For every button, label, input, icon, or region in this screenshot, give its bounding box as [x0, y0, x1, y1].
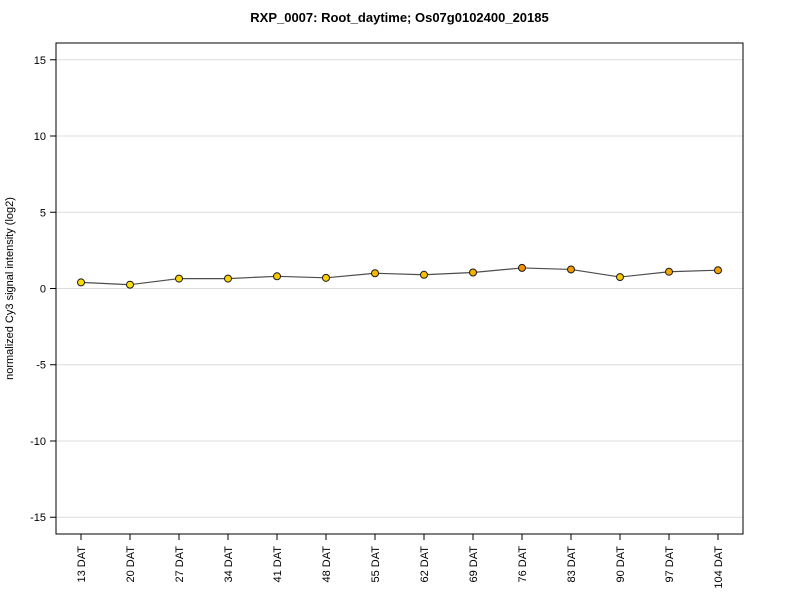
y-tick-label: 5 — [40, 207, 46, 219]
data-point — [77, 278, 85, 287]
data-point — [126, 280, 134, 289]
y-tick-label: -10 — [30, 436, 46, 448]
data-point — [616, 273, 624, 282]
x-tick-label: 20 DAT — [125, 546, 137, 583]
data-point — [714, 266, 722, 275]
x-tick-label: 27 DAT — [174, 546, 186, 583]
y-tick-label: -15 — [30, 512, 46, 524]
x-tick-label: 104 DAT — [713, 546, 725, 589]
y-axis-title: normalized Cy3 signal intensity (log2) — [4, 197, 16, 380]
x-tick-label: 97 DAT — [664, 546, 676, 583]
data-point — [567, 265, 575, 274]
x-tick-label: 76 DAT — [517, 546, 529, 583]
y-tick-label: 10 — [34, 131, 46, 143]
data-point — [665, 267, 673, 276]
data-point — [420, 270, 428, 279]
x-tick-label: 41 DAT — [272, 546, 284, 583]
chart-title: RXP_0007: Root_daytime; Os07g0102400_201… — [250, 10, 548, 25]
data-point — [518, 263, 526, 272]
data-point — [371, 269, 379, 278]
data-point — [273, 272, 281, 281]
data-point — [322, 273, 330, 282]
x-tick-label: 83 DAT — [566, 546, 578, 583]
y-tick-label: 15 — [34, 55, 46, 67]
x-tick-label: 62 DAT — [419, 546, 431, 583]
y-tick-label: -5 — [36, 360, 46, 372]
x-tick-label: 55 DAT — [370, 546, 382, 583]
data-line — [80, 267, 719, 286]
x-tick-label: 48 DAT — [321, 546, 333, 583]
data-point — [469, 268, 477, 277]
y-tick-label: 0 — [40, 284, 46, 296]
data-point — [175, 274, 183, 283]
x-tick-label: 34 DAT — [223, 546, 235, 583]
x-tick-label: 69 DAT — [468, 546, 480, 583]
x-tick-label: 90 DAT — [615, 546, 627, 583]
data-point — [224, 274, 232, 283]
x-tick-label: 13 DAT — [76, 546, 88, 583]
